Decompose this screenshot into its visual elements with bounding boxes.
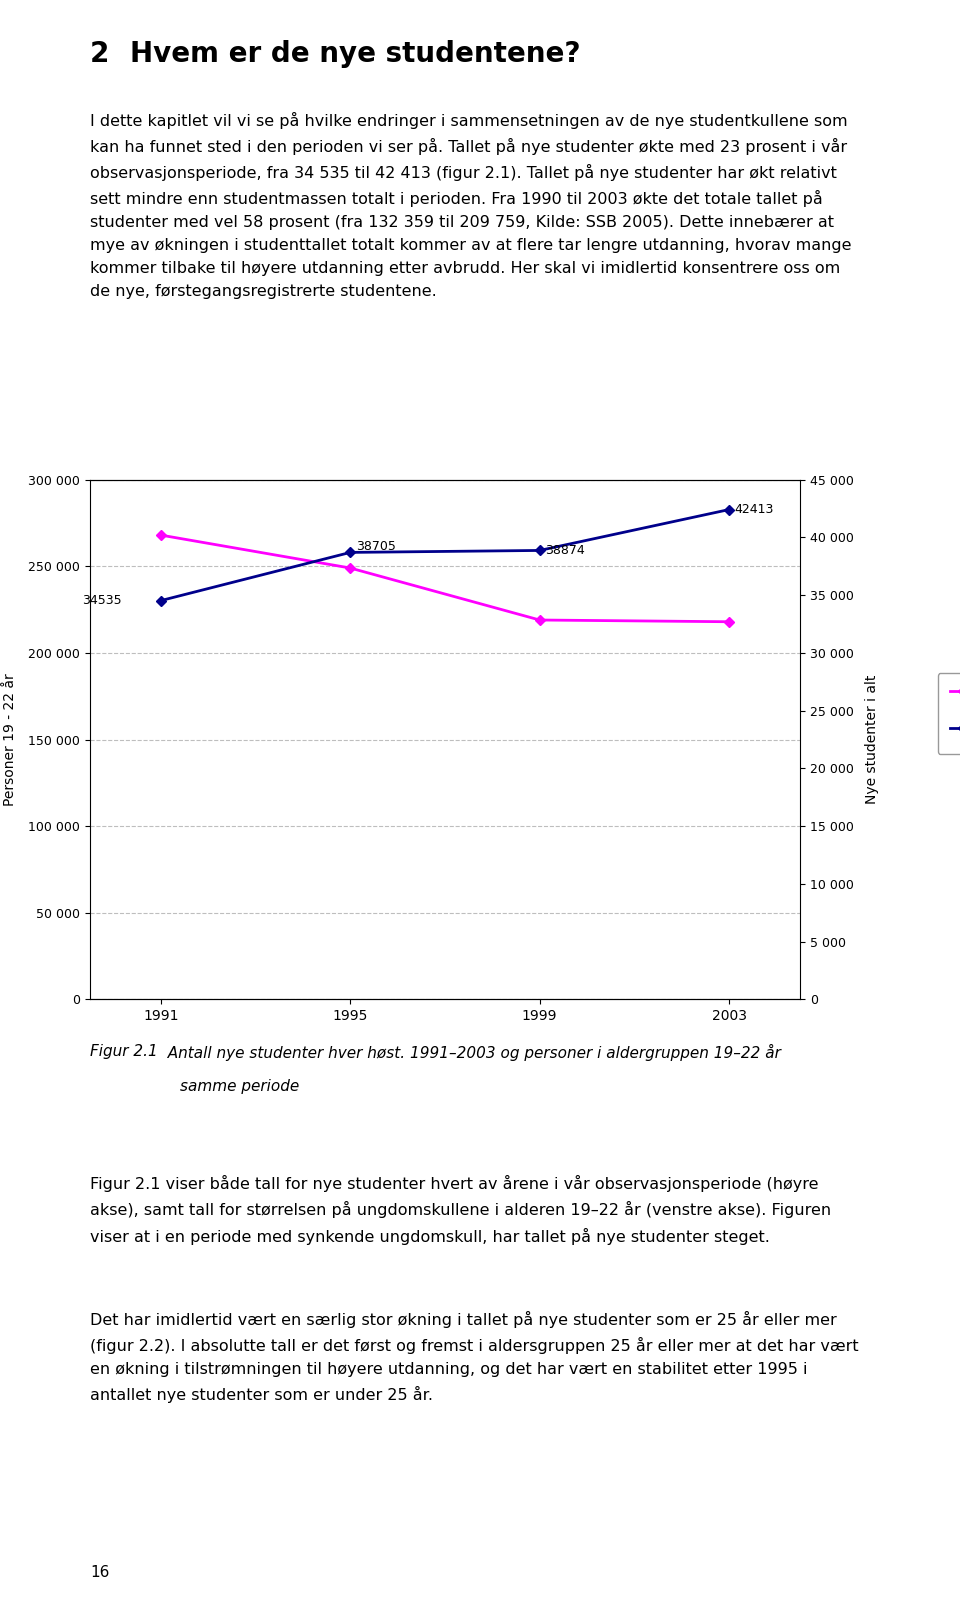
Text: 34535: 34535 [83,595,122,608]
Text: 38874: 38874 [545,544,585,556]
Text: Antall nye studenter hver høst. 1991–2003 og personer i aldergruppen 19–22 år: Antall nye studenter hver høst. 1991–200… [158,1044,780,1062]
Text: 16: 16 [90,1565,109,1580]
Legend: 19-22 år, Nye
studenter: 19-22 år, Nye studenter [938,673,960,753]
Text: Hvem er de nye studentene?: Hvem er de nye studentene? [130,40,581,69]
Text: Figur 2.1 viser både tall for nye studenter hvert av årene i vår observasjonsper: Figur 2.1 viser både tall for nye studen… [90,1175,831,1244]
Text: samme periode: samme periode [180,1079,300,1094]
Text: 2: 2 [90,40,109,69]
Text: I dette kapitlet vil vi se på hvilke endringer i sammensetningen av de nye stude: I dette kapitlet vil vi se på hvilke end… [90,112,852,299]
Text: Figur 2.1: Figur 2.1 [90,1044,157,1059]
Y-axis label: Nye studenter i alt: Nye studenter i alt [865,675,878,804]
Text: 42413: 42413 [734,504,774,516]
Y-axis label: Personer 19 - 22 år: Personer 19 - 22 år [3,673,17,806]
Text: Det har imidlertid vært en særlig stor økning i tallet på nye studenter som er 2: Det har imidlertid vært en særlig stor ø… [90,1311,858,1404]
Text: 38705: 38705 [356,540,396,553]
